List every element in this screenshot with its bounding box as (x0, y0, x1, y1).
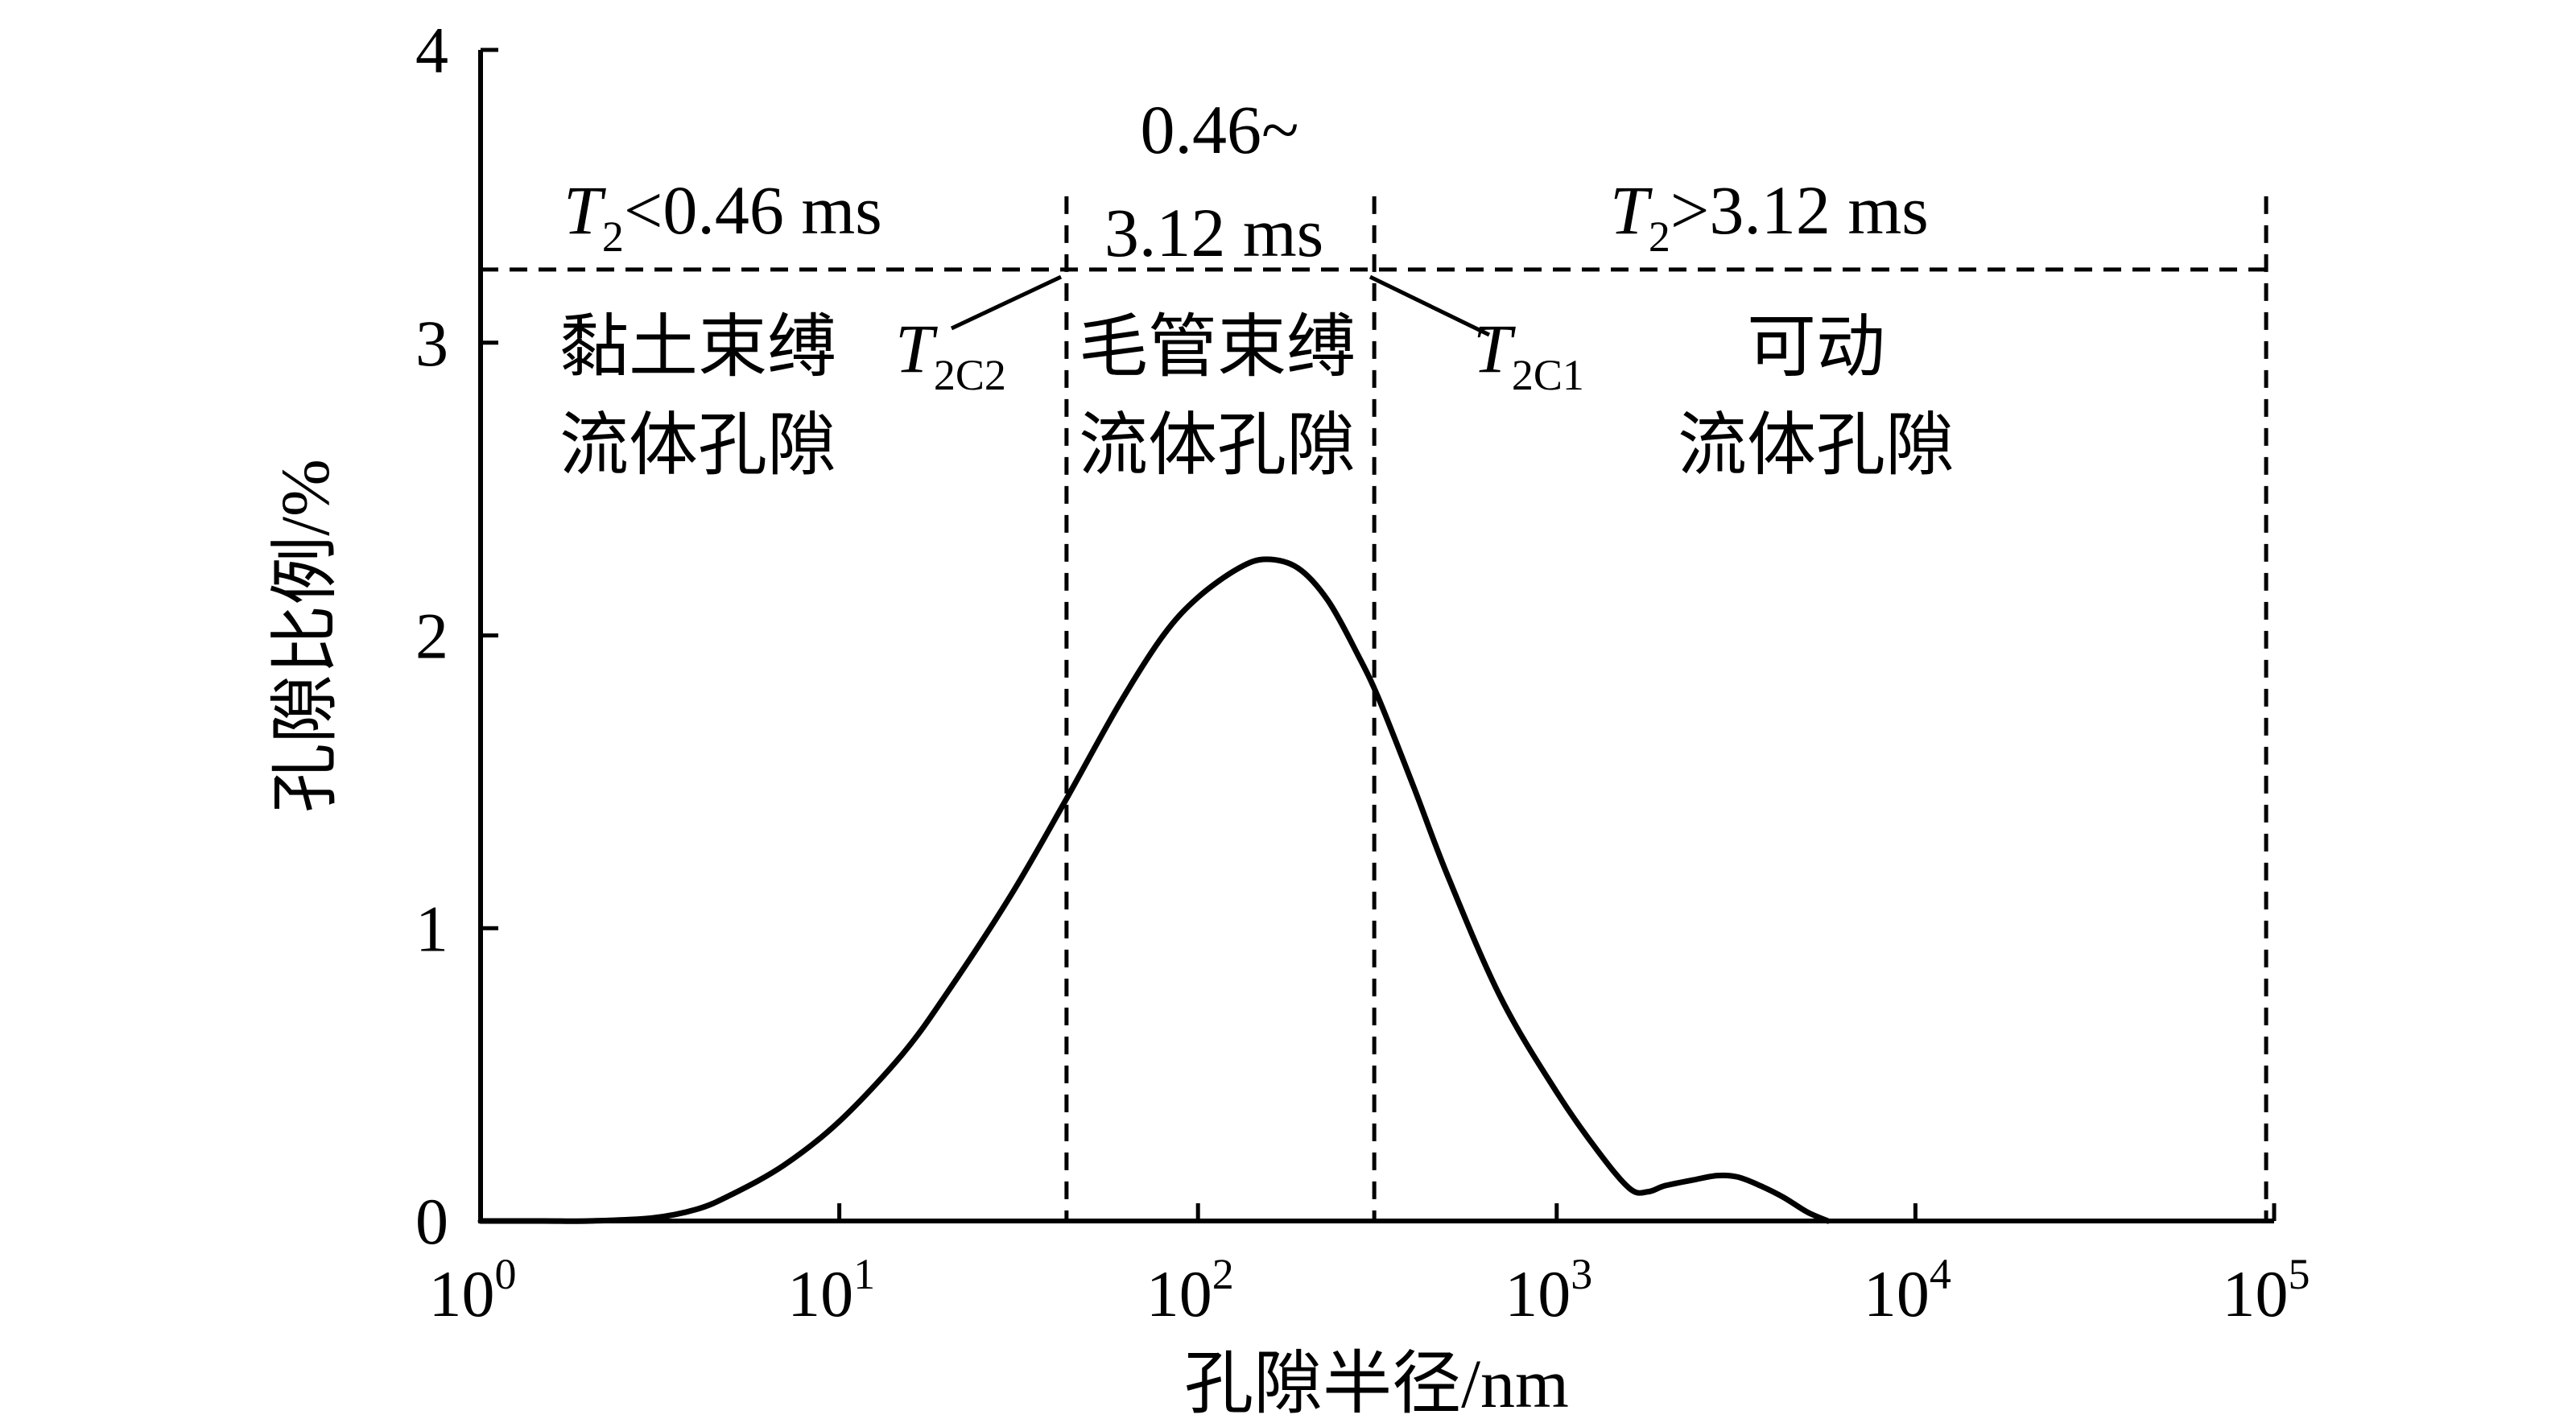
cutoff-right-label: T2C1 (1473, 310, 1584, 399)
cutoff-right-leader (1368, 274, 1491, 337)
y-tick-label: 4 (415, 14, 448, 87)
x-tick-label: 102 (1146, 1250, 1234, 1330)
x-axis-label: 孔隙半径/nm (1184, 1345, 1569, 1422)
pore-distribution-curve (477, 556, 1831, 1224)
left-range-label: T2<0.46 ms (564, 171, 882, 261)
cutoff-left-label: T2C2 (895, 310, 1006, 399)
clay-bound-label-line1: 黏土束缚 (559, 308, 836, 386)
y-tick-label: 3 (415, 307, 448, 380)
region-boundaries (481, 196, 2268, 1221)
clay-bound-label-line2: 流体孔隙 (559, 406, 836, 484)
mid-range-label-line1: 0.46~ (1140, 91, 1298, 168)
x-tick-label: 104 (1864, 1250, 1951, 1330)
x-ticks: 100 101 102 103 104 105 (429, 1203, 2310, 1330)
capillary-bound-label-line1: 毛管束缚 (1079, 308, 1356, 386)
x-tick-label: 105 (2223, 1250, 2310, 1330)
y-tick-label: 1 (415, 892, 448, 965)
movable-fluid-label-line2: 流体孔隙 (1678, 406, 1955, 484)
y-tick-label: 0 (415, 1185, 448, 1258)
capillary-bound-label-line2: 流体孔隙 (1079, 406, 1356, 484)
y-tick-label: 2 (415, 600, 448, 673)
cutoff-left-leader (950, 274, 1063, 331)
right-range-label: T2>3.12 ms (1610, 171, 1929, 261)
x-tick-label: 100 (429, 1250, 517, 1330)
x-tick-label: 103 (1505, 1250, 1592, 1330)
y-axis-label: 孔隙比例/% (266, 459, 344, 813)
y-ticks: 0 1 2 3 4 (415, 14, 498, 1258)
x-tick-label: 101 (787, 1250, 875, 1330)
mid-range-label-line2: 3.12 ms (1104, 194, 1323, 271)
movable-fluid-label-line1: 可动 (1747, 308, 1885, 386)
